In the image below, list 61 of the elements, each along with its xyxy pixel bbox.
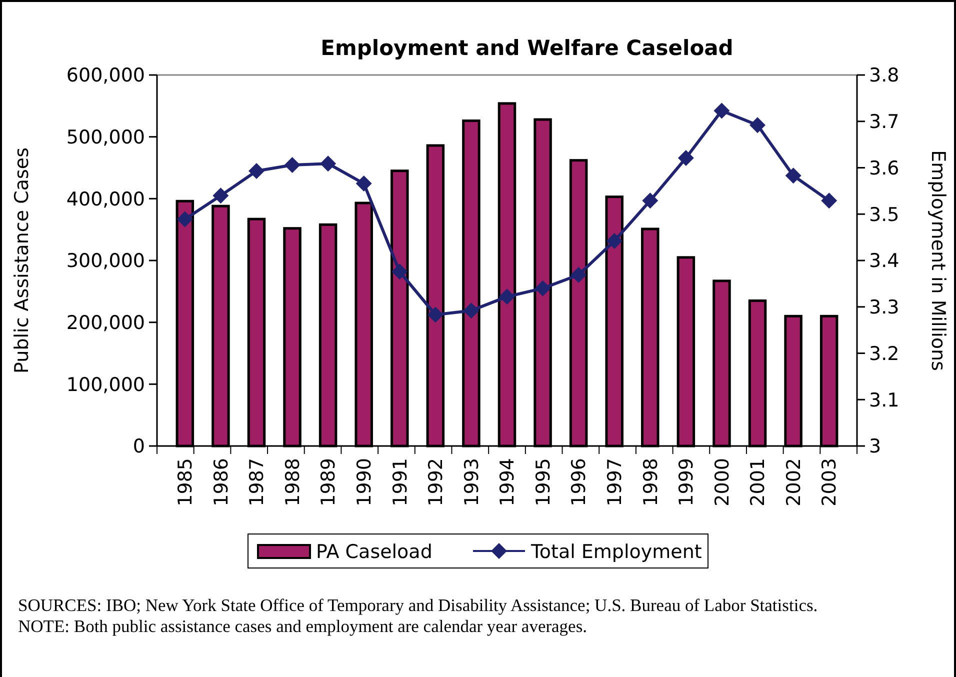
- x-tick-label: 1986: [210, 458, 232, 506]
- x-tick-label: 2002: [782, 458, 805, 506]
- x-tick-label: 1990: [354, 458, 376, 506]
- x-tick-label: 1991: [389, 458, 412, 506]
- x-tick-label: 1994: [496, 458, 519, 506]
- point: [821, 192, 838, 209]
- point: [785, 168, 802, 184]
- point: [463, 302, 480, 319]
- legend-label: PA Caseload: [316, 541, 432, 563]
- point: [212, 188, 229, 204]
- point: [678, 150, 694, 166]
- y2-tick-label: 3: [869, 436, 882, 458]
- x-tick-label: 1988: [282, 458, 304, 506]
- point: [356, 176, 372, 192]
- x-tick-label: 1992: [425, 458, 448, 506]
- y2-tick-label: 3.3: [869, 296, 900, 319]
- y2-tick-label: 3.6: [869, 157, 900, 180]
- x-tick-label: 2003: [818, 458, 841, 506]
- point: [606, 233, 622, 250]
- y-tick-label: 300,000: [66, 250, 145, 272]
- source-note: SOURCES: IBO; New York State Office of Temporary and Disability Assistance; U.S. Bureau of Labor Statistics.: [18, 595, 819, 616]
- point: [570, 266, 587, 283]
- legend-label: Total Employment: [530, 541, 702, 563]
- point: [499, 288, 515, 305]
- y-tick-label: 600,000: [66, 64, 145, 87]
- x-tick-label: 2000: [711, 458, 734, 506]
- point: [176, 211, 193, 228]
- point: [320, 156, 336, 172]
- chart-title: Employment and Welfare Caseload: [320, 36, 734, 60]
- point: [750, 117, 766, 134]
- point: [427, 306, 444, 323]
- y2-tick-label: 3.2: [869, 342, 900, 365]
- y-axis-title: Public Assistance Cases: [11, 148, 33, 374]
- y2-tick-label: 3.5: [869, 204, 900, 226]
- x-tick-label: 1998: [640, 458, 662, 506]
- y-tick-label: 500,000: [66, 126, 145, 148]
- y-tick-label: 100,000: [66, 374, 145, 396]
- x-tick-label: 1987: [246, 458, 268, 506]
- y-tick-label: 200,000: [66, 312, 145, 334]
- x-tick-label: 1999: [676, 458, 698, 506]
- point: [248, 162, 264, 179]
- point: [642, 192, 658, 209]
- x-tick-label: 1997: [604, 458, 626, 506]
- point: [284, 156, 300, 173]
- point: [534, 280, 551, 296]
- x-tick-label: 1993: [460, 458, 483, 506]
- point: [392, 264, 408, 280]
- y2-tick-label: 3.8: [869, 64, 900, 87]
- y2-axis-title: Employment in Millions: [927, 150, 949, 371]
- point: [714, 102, 730, 119]
- y2-tick-label: 3.1: [869, 389, 900, 412]
- y2-tick-label: 3.4: [869, 250, 900, 272]
- x-tick-label: 1989: [318, 458, 340, 506]
- x-tick-label: 1995: [532, 458, 554, 506]
- y-tick-label: 400,000: [66, 188, 145, 210]
- y-tick-label: 0: [132, 436, 145, 458]
- y2-tick-label: 3.7: [869, 111, 900, 134]
- x-tick-label: 1996: [568, 458, 590, 506]
- x-tick-label: 2001: [747, 458, 770, 506]
- x-tick-label: 1985: [174, 458, 197, 506]
- text: NOTE: Both public assistance cases and employment are calendar year averages.: [18, 616, 588, 637]
